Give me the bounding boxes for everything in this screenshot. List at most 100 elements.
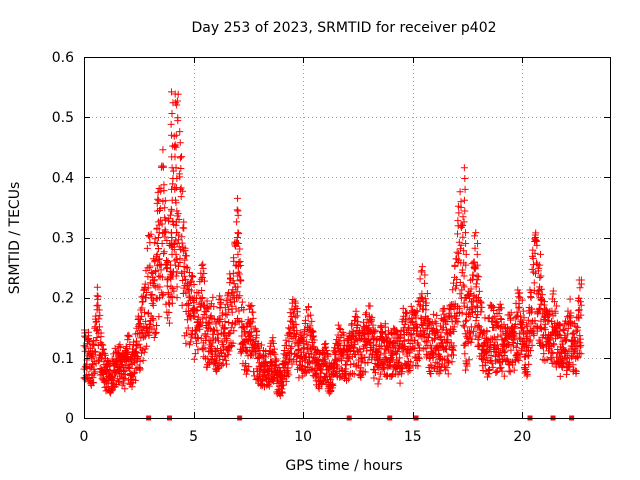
data-point: [169, 99, 177, 107]
data-point: [144, 284, 152, 292]
data-point: [116, 377, 124, 385]
data-point: [500, 351, 508, 359]
data-point: [245, 363, 253, 371]
data-point: [99, 341, 107, 349]
data-point: [432, 320, 440, 328]
data-point: [463, 362, 471, 370]
data-point: [536, 250, 544, 258]
data-point: [527, 347, 535, 355]
data-point: [155, 218, 163, 226]
data-point: [540, 350, 548, 358]
data-point: [345, 371, 353, 379]
data-point: [214, 337, 222, 345]
data-point: [475, 333, 483, 341]
data-point: [356, 345, 364, 353]
data-point: [454, 202, 462, 210]
data-point: [181, 244, 189, 252]
data-point: [221, 353, 229, 361]
data-point: [234, 194, 242, 202]
data-point: [283, 342, 291, 350]
data-point: [91, 347, 99, 355]
data-point: [296, 361, 304, 369]
y-tick-label: 0.3: [52, 231, 74, 247]
data-point: [391, 342, 399, 350]
data-point: [490, 333, 498, 341]
data-point: [158, 273, 166, 281]
data-point: [472, 283, 480, 291]
data-point: [297, 365, 305, 373]
data-point: [197, 334, 205, 342]
data-point: [487, 351, 495, 359]
data-point: [230, 327, 238, 335]
data-point: [340, 331, 348, 339]
data-point: [170, 246, 178, 254]
data-point: [535, 264, 543, 272]
data-point: [171, 261, 179, 269]
data-point: [278, 389, 286, 397]
data-point: [447, 313, 455, 321]
data-point: [576, 335, 584, 343]
data-point: [544, 312, 552, 320]
data-point: [135, 330, 143, 338]
data-point: [322, 346, 330, 354]
data-point: [347, 360, 355, 368]
data-point: [142, 332, 150, 340]
data-point: [573, 342, 581, 350]
data-point: [494, 333, 502, 341]
data-point: [155, 245, 163, 253]
data-point: [143, 244, 151, 252]
data-point: [327, 376, 335, 384]
data-point: [537, 317, 545, 325]
data-point: [143, 288, 151, 296]
data-point: [216, 292, 224, 300]
data-point: [181, 256, 189, 264]
data-point: [575, 306, 583, 314]
data-point: [260, 352, 268, 360]
data-point: [183, 329, 191, 337]
data-point: [155, 313, 163, 321]
data-point: [491, 345, 499, 353]
data-point: [437, 332, 445, 340]
data-point: [206, 313, 214, 321]
data-point: [362, 309, 370, 317]
data-point: [278, 385, 286, 393]
data-point: [171, 185, 179, 193]
data-point: [95, 315, 103, 323]
data-point: [456, 290, 464, 298]
data-point: [497, 331, 505, 339]
data-point: [576, 298, 584, 306]
data-point: [121, 385, 129, 393]
data-point: [506, 368, 514, 376]
data-point: [556, 372, 564, 380]
data-point: [400, 337, 408, 345]
data-point: [460, 283, 468, 291]
data-point: [334, 363, 342, 371]
data-point: [473, 261, 481, 269]
data-point: [176, 154, 184, 162]
data-point: [501, 347, 509, 355]
data-point: [353, 313, 361, 321]
data-point: [291, 313, 299, 321]
data-point: [97, 329, 105, 337]
data-point: [493, 341, 501, 349]
data-point: [468, 335, 476, 343]
data-point: [160, 249, 168, 257]
data-point: [388, 329, 396, 337]
data-point: [357, 373, 365, 381]
data-point: [90, 341, 98, 349]
data-point: [233, 288, 241, 296]
data-point: [549, 349, 557, 357]
data-point: [194, 313, 202, 321]
data-point: [91, 348, 99, 356]
data-point: [184, 264, 192, 272]
data-point: [152, 329, 160, 337]
data-point: [380, 349, 388, 357]
data-point: [415, 355, 423, 363]
data-point: [198, 287, 206, 295]
x-tick-label: 20: [513, 429, 531, 445]
data-point: [183, 252, 191, 260]
data-point: [234, 283, 242, 291]
data-point: [139, 326, 147, 334]
data-point: [152, 267, 160, 275]
data-point: [512, 343, 520, 351]
